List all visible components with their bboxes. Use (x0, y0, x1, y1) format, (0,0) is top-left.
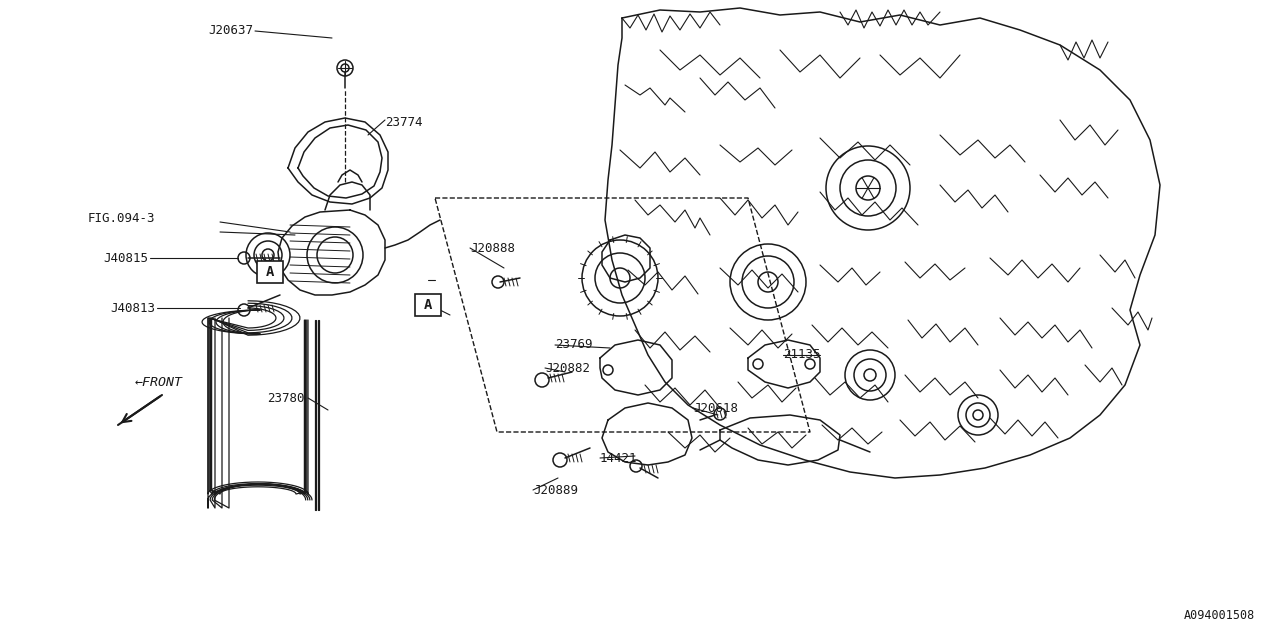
Text: J40813: J40813 (110, 301, 155, 314)
Text: A094001508: A094001508 (1184, 609, 1254, 622)
Text: J20618: J20618 (692, 401, 739, 415)
Text: FIG.094-3: FIG.094-3 (87, 211, 155, 225)
Text: J40815: J40815 (102, 252, 148, 264)
Text: J20882: J20882 (545, 362, 590, 374)
Text: 14421: 14421 (600, 451, 637, 465)
Text: A: A (424, 298, 433, 312)
Text: 23774: 23774 (385, 116, 422, 129)
Text: J20637: J20637 (207, 24, 253, 38)
Text: 23769: 23769 (556, 339, 593, 351)
Text: A: A (266, 265, 274, 279)
FancyBboxPatch shape (415, 294, 442, 316)
Text: 21135: 21135 (783, 349, 820, 362)
Text: J20889: J20889 (532, 483, 579, 497)
Text: 23780: 23780 (268, 392, 305, 404)
Text: J20888: J20888 (470, 241, 515, 255)
Text: ←FRONT: ←FRONT (134, 376, 183, 388)
FancyBboxPatch shape (257, 261, 283, 283)
